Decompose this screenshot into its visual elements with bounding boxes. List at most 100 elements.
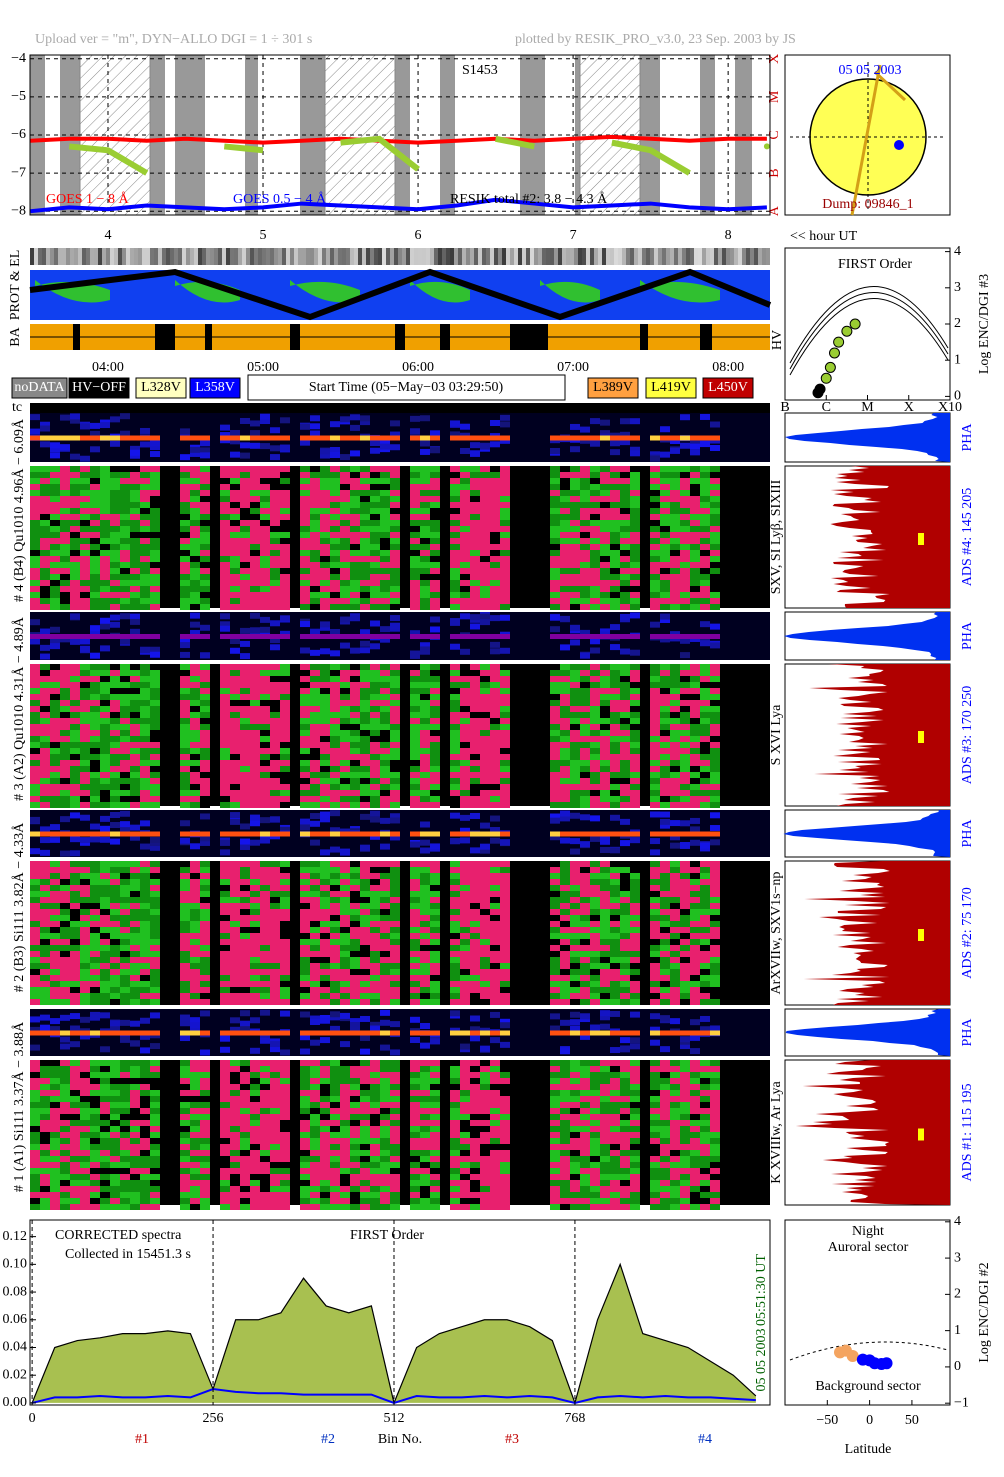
- spectro-cell: [610, 562, 620, 568]
- spectro-cell: [280, 772, 290, 778]
- orbit-stripe: [554, 248, 558, 265]
- spectro-cell: [90, 706, 100, 712]
- spectro-cell: [140, 754, 150, 760]
- spectro-cell: [430, 790, 440, 796]
- spectro-cell: [30, 520, 40, 526]
- spectro-cell: [620, 598, 630, 604]
- spectro-cell: [630, 490, 640, 496]
- spectro-cell: [230, 604, 240, 610]
- spectro-cell: [410, 742, 420, 748]
- night-band: [395, 55, 410, 215]
- spectro-cell: [260, 748, 270, 754]
- spectro-cell: [460, 760, 470, 766]
- spectro-cell: [250, 742, 260, 748]
- spectro-cell: [300, 730, 310, 736]
- spectro-cell: [60, 975, 70, 981]
- spectro-cell: [650, 766, 660, 772]
- spectro-cell: [570, 790, 580, 796]
- pha-noise: [350, 615, 360, 622]
- spectro-cell: [600, 604, 610, 610]
- spectro-cell: [650, 706, 660, 712]
- spectro-cell: [310, 861, 320, 867]
- spectro-cell: [310, 490, 320, 496]
- spectro-cell: [110, 718, 120, 724]
- hour-axis-label: << hour UT: [790, 229, 858, 244]
- spectro-cell: [130, 466, 140, 472]
- spectro-cell: [100, 939, 110, 945]
- spectro-cell: [460, 987, 470, 993]
- spectro-cell: [80, 706, 90, 712]
- spectro-cell: [430, 718, 440, 724]
- spectro-cell: [570, 730, 580, 736]
- spectro-cell: [380, 975, 390, 981]
- spectro-cell: [660, 484, 670, 490]
- pha-noise: [490, 615, 500, 622]
- spectro-cell: [620, 472, 630, 478]
- spectro-cell: [360, 921, 370, 927]
- pha-noise: [340, 642, 350, 649]
- spectro-cell: [340, 891, 350, 897]
- spectro-cell: [130, 682, 140, 688]
- spectro-cell: [390, 772, 400, 778]
- pha-noise: [340, 416, 350, 423]
- spectro-cell: [100, 987, 110, 993]
- spectro-cell: [340, 766, 350, 772]
- spectro-cell: [310, 802, 320, 808]
- spectro-cell: [380, 760, 390, 766]
- spectro-cell: [100, 484, 110, 490]
- spectro-cell: [330, 748, 340, 754]
- pha-noise: [710, 437, 720, 444]
- spectro-cell: [460, 790, 470, 796]
- spectro-cell: [650, 556, 660, 562]
- spectro-cell: [220, 484, 230, 490]
- spectro-cell: [240, 778, 250, 784]
- pha-line: [650, 634, 660, 639]
- spectro-cell: [270, 562, 280, 568]
- spectro-cell: [690, 550, 700, 556]
- spectro-cell: [570, 969, 580, 975]
- spectro-cell: [650, 670, 660, 676]
- spectro-cell: [560, 538, 570, 544]
- spectro-cell: [300, 891, 310, 897]
- spectro-cell: [180, 730, 190, 736]
- spectro-cell: [130, 796, 140, 802]
- spectro-cell: [340, 604, 350, 610]
- spectro-cell: [470, 724, 480, 730]
- spectro-cell: [690, 520, 700, 526]
- spectro-cell: [250, 736, 260, 742]
- spectro-cell: [70, 963, 80, 969]
- spectro-cell: [460, 688, 470, 694]
- spectro-cell: [240, 478, 250, 484]
- spectro-cell: [220, 586, 230, 592]
- spectro-cell: [480, 933, 490, 939]
- spectro-cell: [30, 921, 40, 927]
- spectro-cell: [190, 664, 200, 670]
- pha-noise: [140, 820, 150, 827]
- spectro-cell: [70, 915, 80, 921]
- spectro-cell: [260, 796, 270, 802]
- spectro-cell: [300, 748, 310, 754]
- spectro-cell: [110, 730, 120, 736]
- spectro-cell: [190, 544, 200, 550]
- prot-region: [290, 280, 360, 303]
- spectro-cell: [260, 562, 270, 568]
- spectro-cell: [300, 897, 310, 903]
- spectro-cell: [40, 993, 50, 999]
- spectro-cell: [300, 688, 310, 694]
- spectro-cell: [670, 574, 680, 580]
- spectro-cell: [30, 927, 40, 933]
- spectro-cell: [200, 933, 210, 939]
- orbit-stripe: [522, 248, 526, 265]
- orbit-stripe: [642, 248, 646, 265]
- spectro-cell: [340, 484, 350, 490]
- pha-noise: [470, 847, 480, 854]
- pha-noise: [80, 455, 90, 462]
- spectro-cell: [700, 466, 710, 472]
- spectro-cell: [410, 897, 420, 903]
- orbit-stripe: [618, 248, 622, 265]
- spectro-cell: [230, 484, 240, 490]
- spectro-cell: [610, 604, 620, 610]
- spectro-cell: [470, 999, 480, 1005]
- spectro-cell: [110, 993, 120, 999]
- spectro-cell: [580, 676, 590, 682]
